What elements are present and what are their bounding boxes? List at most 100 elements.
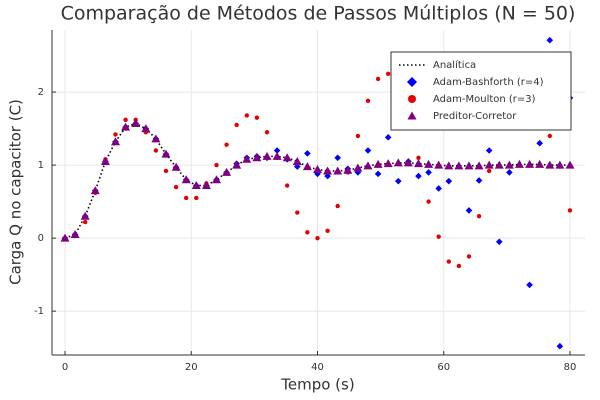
diamond-marker <box>536 139 543 147</box>
y-tick-label: 1 <box>38 160 44 171</box>
circle-marker <box>315 235 320 241</box>
triangle-marker <box>373 159 383 168</box>
triangle-marker <box>191 181 201 190</box>
triangle-marker <box>60 233 70 242</box>
diamond-marker <box>556 342 564 350</box>
y-tick-label: 2 <box>38 87 44 98</box>
triangle-marker <box>403 158 413 167</box>
circle-marker <box>173 184 179 190</box>
x-tick-label: 80 <box>564 362 577 373</box>
circle-marker <box>214 162 219 168</box>
circle-marker <box>335 203 340 209</box>
legend-swatch <box>408 95 416 103</box>
circle-marker <box>416 155 421 161</box>
triangle-marker <box>232 160 242 169</box>
triangle-marker <box>171 162 181 171</box>
diamond-marker <box>394 177 402 185</box>
circle-marker <box>567 208 573 213</box>
triangle-marker <box>272 151 282 160</box>
legend-label: Analítica <box>433 59 476 71</box>
circle-marker <box>234 122 239 128</box>
circle-marker <box>153 148 159 153</box>
circle-marker <box>375 76 381 82</box>
chart-title: Comparação de Métodos de Passos Múltiplo… <box>61 3 576 25</box>
y-tick-label: 0 <box>38 233 44 244</box>
triangle-marker <box>211 175 221 184</box>
x-axis-label: Tempo (s) <box>280 376 354 394</box>
triangle-marker <box>80 211 90 220</box>
triangle-marker <box>242 154 252 163</box>
circle-marker <box>244 113 249 118</box>
triangle-marker <box>282 153 292 162</box>
triangle-marker <box>454 161 464 170</box>
legend-label: Preditor-Corretor <box>433 111 517 122</box>
legend-box <box>390 51 572 131</box>
triangle-marker <box>525 159 535 168</box>
triangle-marker <box>393 158 403 167</box>
triangle-marker <box>252 153 262 162</box>
circle-marker <box>183 195 189 201</box>
triangle-marker <box>151 134 161 143</box>
triangle-marker <box>181 175 191 184</box>
triangle-marker <box>70 229 80 238</box>
diamond-marker <box>445 177 453 185</box>
triangle-marker <box>413 159 423 168</box>
triangle-marker <box>131 118 141 127</box>
circle-marker <box>476 214 482 219</box>
triangle-marker <box>383 159 393 168</box>
circle-marker <box>466 254 472 259</box>
circle-marker <box>385 71 391 77</box>
circle-marker <box>355 133 361 139</box>
circle-marker <box>365 98 371 104</box>
y-tick-label: -1 <box>34 306 44 317</box>
diamond-marker <box>304 150 311 157</box>
circle-marker <box>254 115 260 120</box>
triangle-marker <box>494 160 504 169</box>
triangle-marker <box>464 161 474 170</box>
legend-label: Adam-Moulton (r=3) <box>433 94 536 105</box>
circle-marker <box>83 219 88 225</box>
circle-marker <box>456 263 462 269</box>
diamond-marker <box>506 169 513 176</box>
circle-marker <box>284 183 290 188</box>
triangle-marker <box>201 181 211 190</box>
circle-marker <box>305 230 310 235</box>
x-tick-label: 60 <box>437 362 450 373</box>
diamond-marker <box>384 134 392 141</box>
circle-marker <box>295 210 300 215</box>
circle-marker <box>224 142 229 147</box>
triangle-marker <box>474 161 484 170</box>
triangle-marker <box>444 161 454 170</box>
triangle-marker <box>100 156 110 165</box>
triangle-marker <box>222 167 232 176</box>
circle-marker <box>486 168 492 174</box>
circle-marker <box>426 199 431 204</box>
triangle-marker <box>565 160 575 169</box>
triangle-marker <box>121 122 131 131</box>
triangle-marker <box>434 160 444 169</box>
triangle-marker <box>323 166 333 175</box>
diamond-marker <box>546 36 554 44</box>
circle-marker <box>446 259 451 264</box>
circle-marker <box>113 132 118 137</box>
diamond-marker <box>273 147 281 154</box>
diamond-marker <box>425 169 432 176</box>
circle-marker <box>163 168 169 174</box>
legend-swatch <box>407 111 417 120</box>
circle-marker <box>123 117 128 123</box>
diamond-marker <box>495 238 503 246</box>
diamond-marker <box>374 170 382 178</box>
circle-marker <box>547 133 552 139</box>
triangle-marker <box>343 165 353 174</box>
x-tick-label: 40 <box>311 362 324 373</box>
triangle-marker <box>302 162 312 171</box>
triangle-marker <box>514 159 524 168</box>
diamond-marker <box>435 185 442 192</box>
triangle-marker <box>111 137 121 146</box>
diamond-marker <box>465 207 473 214</box>
circle-marker <box>436 234 441 239</box>
triangle-marker <box>535 159 545 168</box>
triangle-marker <box>484 160 494 169</box>
triangle-marker <box>161 149 171 158</box>
